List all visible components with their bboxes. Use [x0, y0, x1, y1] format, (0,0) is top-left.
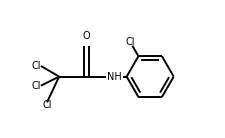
Text: O: O	[82, 31, 90, 41]
Text: Cl: Cl	[125, 37, 134, 47]
Text: Cl: Cl	[42, 100, 52, 110]
Text: Cl: Cl	[32, 81, 41, 91]
Text: Cl: Cl	[32, 61, 41, 71]
Text: NH: NH	[107, 72, 121, 82]
